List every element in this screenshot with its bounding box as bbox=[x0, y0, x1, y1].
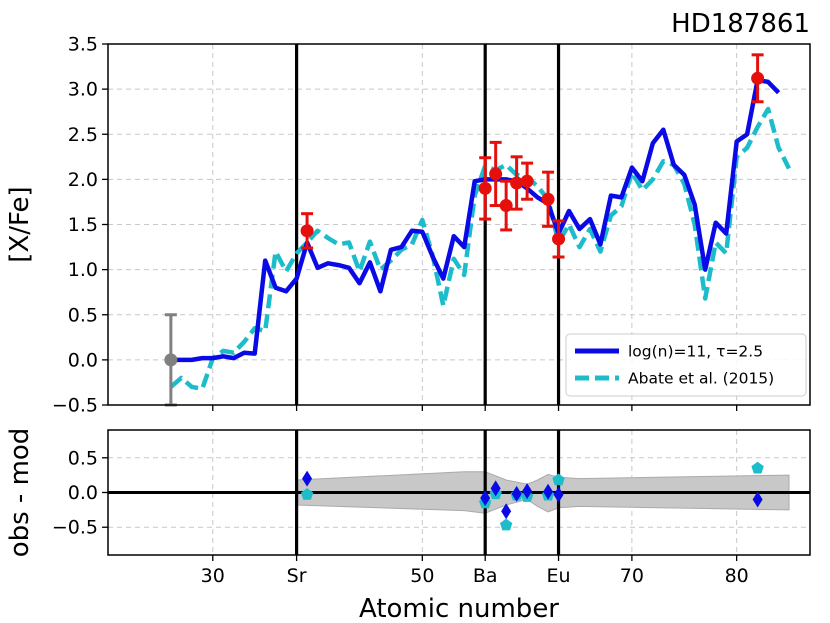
observation-marker bbox=[499, 199, 513, 213]
x-tick-label: 70 bbox=[620, 565, 644, 587]
abate-residual-marker bbox=[552, 473, 565, 486]
y-tick-label: −0.5 bbox=[52, 517, 98, 539]
legend-entry-model: log(n)=11, τ=2.5 bbox=[628, 343, 763, 361]
y-tick-label: 0.0 bbox=[68, 482, 98, 504]
model-residual-marker bbox=[752, 491, 763, 508]
y-tick-label: 1.5 bbox=[68, 214, 98, 236]
observation-marker bbox=[520, 174, 534, 188]
y-tick-label: −0.5 bbox=[52, 395, 98, 417]
observation-marker bbox=[751, 71, 765, 85]
top-y-axis-label: [X/Fe] bbox=[5, 186, 35, 262]
model-residual-marker bbox=[522, 483, 533, 500]
observation-point bbox=[510, 155, 524, 211]
model-residual-marker bbox=[511, 485, 522, 502]
x-tick-label: Eu bbox=[547, 565, 571, 587]
model-residual-marker bbox=[501, 503, 512, 520]
observation-point bbox=[751, 53, 765, 104]
abate-residual-marker bbox=[300, 488, 314, 500]
model-residual-marker bbox=[480, 490, 491, 507]
observation-marker bbox=[164, 353, 178, 367]
y-tick-label: 2.5 bbox=[68, 124, 98, 146]
x-tick-label: Sr bbox=[287, 565, 307, 587]
y-tick-label: 3.0 bbox=[68, 79, 98, 101]
observation-point bbox=[300, 212, 314, 250]
model-residual-marker bbox=[543, 483, 554, 500]
observation-point bbox=[541, 170, 555, 228]
chart-title: HD187861 bbox=[671, 9, 810, 39]
abundance-panel: −0.5 0.0 0.5 1.0 1.5 2.0 2.5 3.0 3.5 [X/Fe] log(… bbox=[5, 34, 811, 417]
observation-marker bbox=[541, 192, 555, 206]
legend-box bbox=[565, 333, 807, 397]
top-y-ticks: −0.5 0.0 0.5 1.0 1.5 2.0 2.5 3.0 3.5 bbox=[52, 34, 738, 417]
y-tick-label: 3.5 bbox=[68, 34, 98, 56]
abate-residual-marker bbox=[751, 461, 764, 474]
observation-point bbox=[489, 140, 503, 208]
bottom-y-ticks: −0.5 0.0 0.5 bbox=[52, 447, 108, 539]
model-residual-marker bbox=[553, 486, 564, 503]
observation-marker bbox=[552, 232, 566, 246]
observation-marker bbox=[489, 167, 503, 181]
top-model-lines bbox=[169, 77, 792, 392]
top-observations bbox=[164, 53, 765, 407]
y-tick-label: 0.5 bbox=[68, 304, 98, 326]
residual-panel: −0.5 0.0 0.5 30 Sr 50 Ba Eu 70 80 obs - mod Atom… bbox=[5, 428, 811, 623]
model-line bbox=[170, 77, 781, 363]
model-residual-marker bbox=[302, 470, 313, 487]
y-tick-label: 0.0 bbox=[68, 349, 98, 371]
observation-marker bbox=[478, 181, 492, 195]
observation-point bbox=[499, 179, 513, 232]
legend: log(n)=11, τ=2.5 Abate et al. (2015) bbox=[565, 333, 807, 397]
observation-marker bbox=[510, 176, 524, 190]
observation-point bbox=[164, 313, 178, 407]
x-axis-label: Atomic number bbox=[359, 594, 559, 623]
x-tick-label: Ba bbox=[473, 565, 498, 587]
observation-marker bbox=[300, 224, 314, 238]
observation-point bbox=[520, 161, 534, 201]
residual-markers bbox=[300, 461, 764, 531]
observation-point bbox=[478, 156, 492, 221]
legend-entry-abate: Abate et al. (2015) bbox=[628, 370, 774, 388]
x-ticks: 30 Sr 50 Ba Eu 70 80 bbox=[201, 555, 749, 587]
abate-line bbox=[169, 106, 792, 392]
x-tick-label: 30 bbox=[201, 565, 225, 587]
y-tick-label: 0.5 bbox=[68, 447, 98, 469]
bottom-y-axis-label: obs - mod bbox=[5, 428, 35, 558]
x-tick-label: 50 bbox=[410, 565, 434, 587]
model-residual-marker bbox=[490, 480, 501, 497]
y-tick-label: 1.0 bbox=[68, 259, 98, 281]
observation-point bbox=[552, 219, 566, 259]
y-tick-label: 2.0 bbox=[68, 169, 98, 191]
abate-residual-marker bbox=[500, 518, 513, 531]
x-tick-label: 80 bbox=[725, 565, 749, 587]
